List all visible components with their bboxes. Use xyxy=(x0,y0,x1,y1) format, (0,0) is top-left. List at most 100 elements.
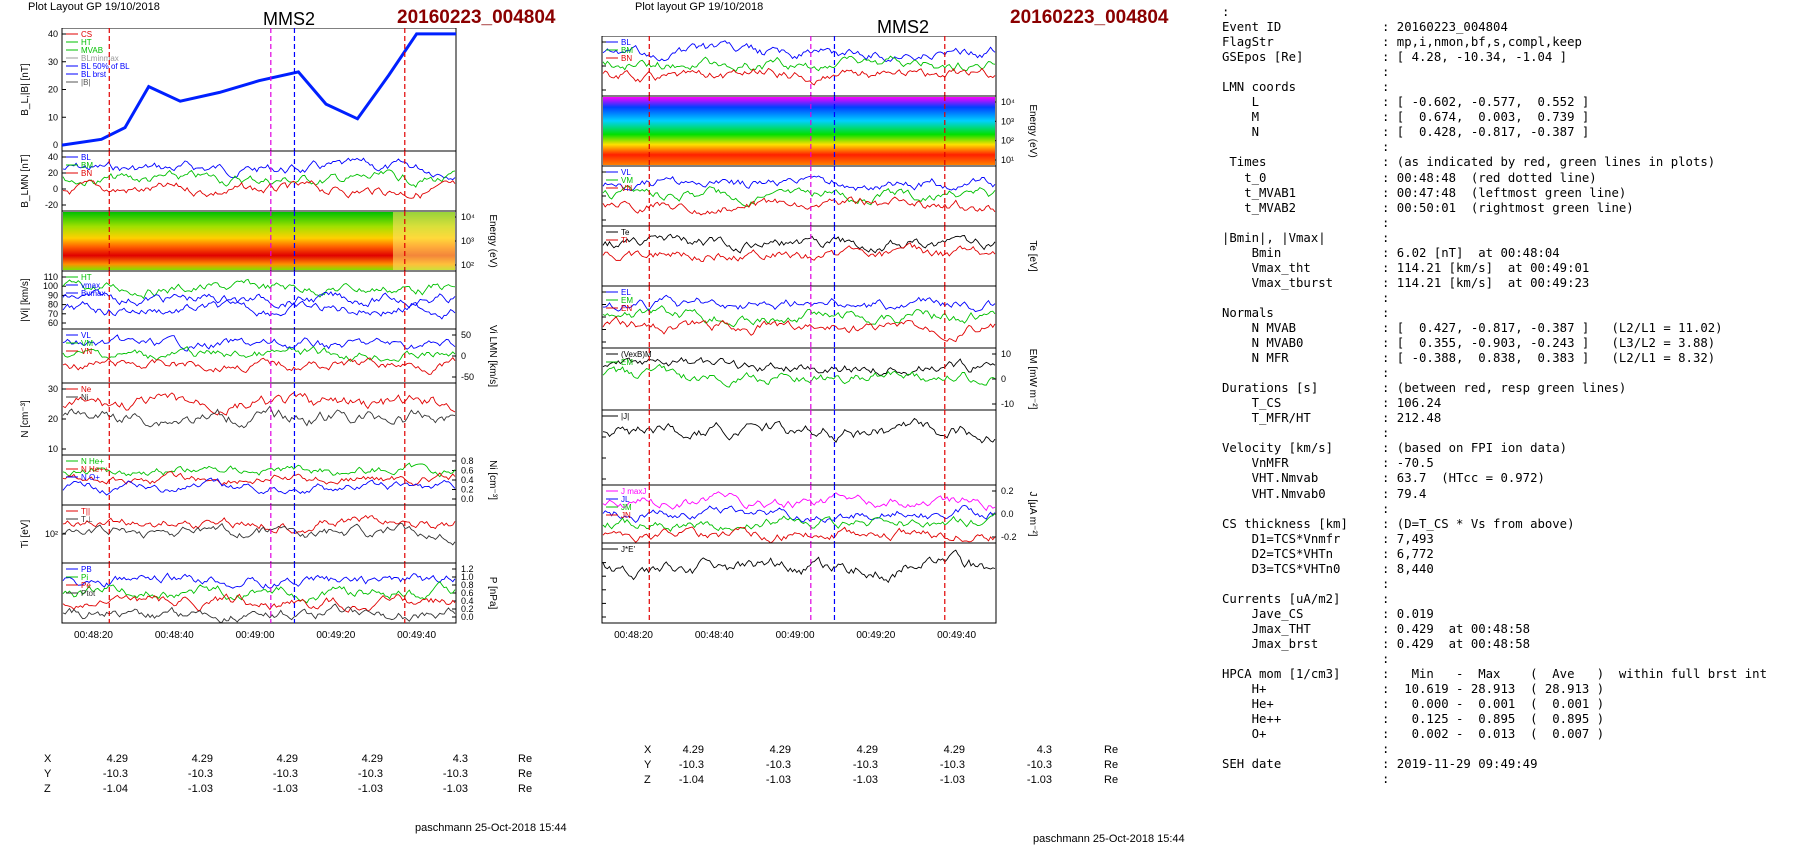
info-value: : 8,440 xyxy=(1382,561,1434,576)
info-row: : xyxy=(1222,742,1800,757)
coord-value: -10.3 xyxy=(272,768,298,780)
info-row: Durations [s] : (between red, resp green … xyxy=(1222,381,1800,396)
y-tick-label: 100 xyxy=(43,281,58,291)
series-line xyxy=(62,356,456,375)
y-axis-label: B_LMN [nT] xyxy=(20,154,31,208)
info-row: He++: 0.125 - 0.895 ( 0.895 ) xyxy=(1222,712,1800,727)
legend-label: VN xyxy=(621,184,632,193)
info-row: FlagStr: mp,i,nmon,bf,s,compl,keep xyxy=(1222,35,1800,50)
y-tick-label: 0.8 xyxy=(461,456,474,466)
series-line xyxy=(62,391,456,416)
info-value: : [ -0.388, 0.838, 0.383 ] (L2/L1 = 8.32… xyxy=(1382,351,1716,366)
coord-value: 4.29 xyxy=(943,744,965,756)
series-line xyxy=(62,334,456,352)
info-row: Jmax_brst: 0.429 at 00:48:58 xyxy=(1222,637,1800,652)
info-key: H+ xyxy=(1222,682,1267,697)
y-tick-label: 0 xyxy=(1001,374,1006,384)
info-value: : xyxy=(1382,140,1390,155)
info-row: : xyxy=(1222,65,1800,80)
y-tick-label: 50 xyxy=(461,330,471,340)
info-key: Currents [uA/m2] xyxy=(1222,591,1341,606)
info-value: : [ 4.28, -10.34, -1.04 ] xyxy=(1382,50,1568,65)
info-row: HPCA mom [1/cm3]: Min - Max ( Ave ) with… xyxy=(1222,667,1800,682)
legend-label: JL xyxy=(621,495,630,504)
y-tick-label: 0.8 xyxy=(461,580,474,590)
legend-label: BN xyxy=(621,54,632,63)
left-coordinate-table: X 4.29 4.29 4.29 4.29 4.3 Re Y -10.3 -10.3 -10.3 -1… xyxy=(0,753,560,803)
info-key: M xyxy=(1222,110,1260,125)
coord-value: -10.3 xyxy=(1026,759,1052,771)
legend-label: N O+ xyxy=(81,473,100,482)
time-tick-label: 00:49:40 xyxy=(937,630,976,641)
coord-row-label: Z xyxy=(44,783,51,795)
info-row: Jave_CS: 0.019 xyxy=(1222,607,1800,622)
y-tick-label: 10⁴ xyxy=(1001,97,1015,107)
legend-label: BL 50% of BL xyxy=(81,62,130,71)
info-value: : (between red, resp green lines) xyxy=(1382,381,1627,396)
info-value: : 7,493 xyxy=(1382,531,1434,546)
info-value: : xyxy=(1382,65,1390,80)
legend-label: VL xyxy=(81,331,91,340)
info-key: VHT.Nmvab xyxy=(1222,471,1319,486)
middle-coordinate-table: X 4.29 4.29 4.29 4.29 4.3 Re Y -10.3 -10.3 -10.3 -1… xyxy=(600,744,1200,794)
series-line xyxy=(602,175,996,192)
legend-label: N He++ xyxy=(81,465,109,474)
info-value: : 2019-11-29 09:49:49 xyxy=(1382,757,1538,772)
info-row: VHT.Nmvab0: 79.4 xyxy=(1222,487,1800,502)
plot-panel: 10⁴ 10³ 10² 10¹ Energy (eV) xyxy=(601,95,1038,167)
series-line xyxy=(62,580,456,604)
info-key: Jmax_brst xyxy=(1222,636,1319,651)
coord-value: 4.29 xyxy=(769,744,791,756)
middle-mms-label: MMS2 xyxy=(877,17,930,37)
info-row: Event ID: 20160223_004804 xyxy=(1222,20,1800,35)
coord-value: 4.29 xyxy=(106,753,128,765)
info-key: t_MVAB2 xyxy=(1222,200,1297,215)
info-key: Durations [s] xyxy=(1222,381,1319,396)
info-value: : xyxy=(1382,426,1390,441)
legend-label: HT xyxy=(81,273,92,282)
info-row: LMN coords: xyxy=(1222,80,1800,95)
info-row: He+: 0.000 - 0.001 ( 0.001 ) xyxy=(1222,697,1800,712)
y-tick-label: 0 xyxy=(461,351,466,361)
coord-value: -1.03 xyxy=(187,783,213,795)
coord-row-label: Y xyxy=(644,759,652,771)
series-line xyxy=(602,513,996,532)
info-value: : xyxy=(1382,576,1390,591)
legend-label: JM xyxy=(621,503,632,512)
info-key: O+ xyxy=(1222,727,1267,742)
info-value: : [ 0.674, 0.003, 0.739 ] xyxy=(1382,110,1590,125)
info-value: : 212.48 xyxy=(1382,411,1442,426)
info-key: GSEpos [Re] xyxy=(1222,50,1304,65)
info-value: : 106.24 xyxy=(1382,396,1442,411)
info-key: Jmax_THT xyxy=(1222,621,1311,636)
time-tick-label: 00:48:40 xyxy=(155,630,194,641)
info-row: T_CS: 106.24 xyxy=(1222,396,1800,411)
legend-label: CS xyxy=(81,30,92,39)
info-key: t_0 xyxy=(1222,170,1267,185)
info-row: SEH date: 2019-11-29 09:49:49 xyxy=(1222,757,1800,772)
info-row: N MVAB: [ 0.427, -0.817, -0.387 ] (L2/L1… xyxy=(1222,321,1800,336)
info-row: VnMFR: -70.5 xyxy=(1222,456,1800,471)
coord-value: -1.03 xyxy=(765,774,791,786)
y-tick-label: 80 xyxy=(48,300,58,310)
y-tick-label: 0 xyxy=(53,184,58,194)
legend-label: |B| xyxy=(81,78,91,87)
info-key: D2=TCS*VHTn xyxy=(1222,546,1334,561)
y-axis-label: Energy (eV) xyxy=(1027,104,1038,157)
time-tick-label: 00:49:00 xyxy=(776,630,815,641)
legend-label: Ni xyxy=(81,393,89,402)
y-tick-label: 10³ xyxy=(1001,116,1014,126)
coord-row-label: Y xyxy=(44,768,52,780)
info-row: D3=TCS*VHTn0: 8,440 xyxy=(1222,562,1800,577)
info-value: : (as indicated by red, green lines in p… xyxy=(1382,155,1716,170)
legend-label: VM xyxy=(81,339,93,348)
coord-value: -1.04 xyxy=(678,774,704,786)
y-tick-label: 20 xyxy=(48,414,58,424)
time-tick-label: 00:48:40 xyxy=(695,630,734,641)
info-key: |Bmin|, |Vmax| xyxy=(1222,230,1326,245)
legend-label: J*E' xyxy=(621,545,635,554)
coord-row-label: X xyxy=(644,744,652,756)
left-mms-label: MMS2 xyxy=(263,9,316,29)
info-row: O+: 0.002 - 0.013 ( 0.007 ) xyxy=(1222,727,1800,742)
series-line xyxy=(602,233,996,254)
